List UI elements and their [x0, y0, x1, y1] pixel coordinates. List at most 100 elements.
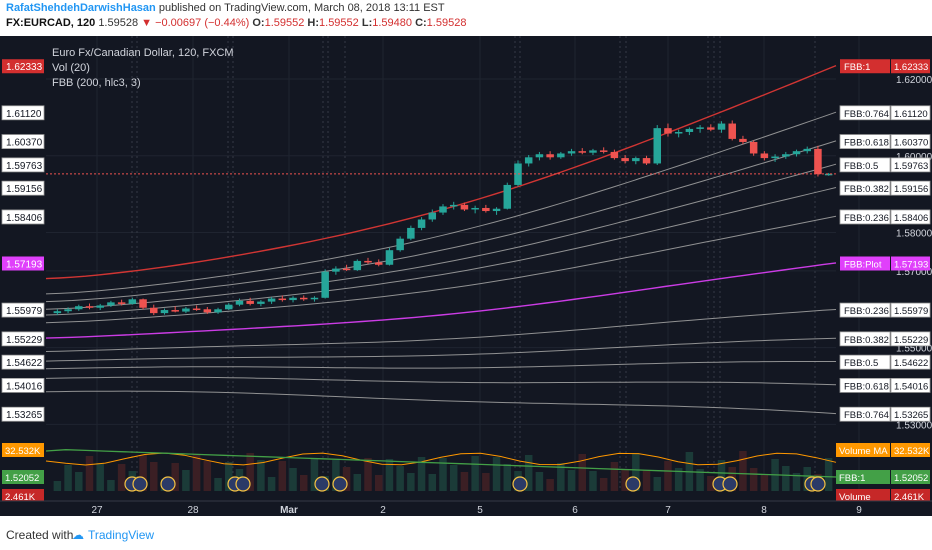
- price-tick-label: 1.57000: [896, 267, 932, 278]
- candle-body: [407, 227, 415, 239]
- volume-bar: [257, 460, 265, 491]
- volume-bar: [471, 456, 479, 491]
- volume-bar: [482, 473, 490, 491]
- left-axis-label: 1.61120: [6, 109, 42, 120]
- volume-bar: [428, 474, 437, 491]
- candle-body: [749, 141, 758, 154]
- candle-body: [385, 250, 394, 265]
- candle-body: [717, 123, 726, 130]
- tradingview-logo[interactable]: ☁ TradingView: [68, 528, 154, 542]
- candle-body: [653, 128, 661, 164]
- volume-left-tag: [2, 470, 44, 484]
- chart-header: RafatShehdehDarwishHasan published on Tr…: [0, 0, 932, 36]
- left-axis-label: 1.58406: [6, 213, 43, 224]
- volume-bar: [503, 464, 512, 491]
- volume-bar: [171, 463, 179, 491]
- fbb-value-label: 1.61120: [894, 109, 928, 120]
- left-axis-label: 1.60370: [6, 138, 43, 149]
- candle-body: [546, 154, 554, 158]
- fbb-value-label: 1.62333: [894, 62, 928, 73]
- fbb-value-tag: [891, 256, 930, 271]
- volume-bar: [353, 474, 362, 491]
- legend-vol: Vol (20): [52, 62, 90, 74]
- fbb-name-label: FBB:0.236: [844, 213, 889, 224]
- candle-body: [610, 151, 619, 159]
- candle-body: [396, 238, 404, 251]
- candle-body: [85, 306, 94, 308]
- fbb-band-line: [45, 262, 837, 339]
- x-axis-band: [0, 501, 932, 516]
- fbb-value-tag: [890, 331, 931, 347]
- volume-bar: [342, 467, 351, 491]
- candle-body: [289, 297, 297, 301]
- candle-body: [492, 208, 501, 212]
- volume-bar: [139, 455, 147, 491]
- left-axis-tag: [1, 354, 45, 370]
- candle-body: [278, 298, 287, 301]
- left-axis-tag: [1, 134, 45, 149]
- fbb-value-label: 1.54016: [894, 381, 928, 392]
- fbb-value-tag: [891, 59, 930, 74]
- volume-bar: [782, 466, 790, 491]
- volume-value-tag: [891, 443, 930, 457]
- price-tick-label: 1.58000: [896, 229, 932, 240]
- candle-body: [739, 138, 747, 142]
- candle-body: [417, 219, 426, 228]
- candle-body: [782, 154, 790, 157]
- candle-body: [760, 153, 769, 159]
- fbb-value-tag: [890, 378, 931, 393]
- fbb-value-tag: [890, 134, 931, 149]
- fbb-name-tag: [839, 406, 891, 422]
- symbol-name[interactable]: FX:EURCAD, 120: [6, 17, 96, 29]
- candle-body: [535, 154, 544, 158]
- volume-name-label: Volume MA: [839, 446, 888, 457]
- fbb-name-label: FBB:0.5: [844, 358, 878, 369]
- event-icon: [810, 476, 826, 492]
- candle-body: [503, 184, 512, 209]
- left-axis-tag: [2, 59, 44, 74]
- fbb-name-label: FBB:0.5: [844, 161, 878, 172]
- volume-bar: [642, 470, 651, 491]
- fbb-name-tag: [839, 134, 891, 149]
- volume-bar: [64, 465, 72, 491]
- footer: Created with ☁ TradingView: [0, 518, 932, 550]
- left-axis-tag: [1, 157, 45, 173]
- price-chart[interactable]: 1.62333 1.61120 1.60370 1.59763 1.59156 1.584…: [0, 36, 932, 516]
- legend-fbb: FBB (200, hlc3, 3): [52, 77, 141, 89]
- event-icon: [314, 476, 330, 492]
- fbb-name-label: FBB:0.236: [844, 306, 889, 317]
- fbb-name-label: FBB:1: [844, 62, 870, 73]
- volume-bar: [246, 453, 254, 491]
- candle-body: [332, 268, 340, 272]
- fbb-band-line: [45, 111, 837, 295]
- event-icon: [625, 476, 641, 492]
- created-with-text: Created with: [6, 528, 74, 542]
- fbb-band-line: [45, 140, 837, 303]
- volume-value-label: 1.52052: [894, 473, 928, 484]
- volume-bar: [396, 466, 404, 491]
- candle-body: [321, 271, 329, 298]
- publish-line: RafatShehdehDarwishHasan published on Tr…: [6, 2, 445, 14]
- volume-bar: [599, 478, 608, 491]
- fbb-value-tag: [890, 105, 931, 121]
- legend-title: Euro Fx/Canadian Dollar, 120, FXCM: [52, 47, 234, 59]
- left-axis-tag: [1, 302, 45, 318]
- candle-body: [171, 310, 179, 312]
- fbb-value-tag: [890, 354, 931, 370]
- fbb-value-label: 1.58406: [894, 213, 928, 224]
- candle-body: [374, 262, 383, 265]
- fbb-value-label: 1.55229: [894, 335, 928, 346]
- volume-bar: [364, 458, 372, 491]
- volume-bar: [739, 451, 747, 491]
- volume-name-label: FBB:1: [839, 473, 865, 484]
- event-icon: [512, 476, 528, 492]
- volume-bar: [182, 470, 190, 491]
- last-price: 1.59528: [98, 17, 139, 29]
- volume-bar: [460, 472, 469, 491]
- author-link[interactable]: RafatShehdehDarwishHasan: [6, 2, 156, 14]
- volume-value-label: 32.532K: [894, 446, 930, 457]
- left-axis-label: 1.54016: [6, 381, 43, 392]
- left-axis-label: 1.59763: [6, 161, 43, 172]
- candle-body: [482, 207, 490, 212]
- fbb-name-tag: [840, 256, 890, 271]
